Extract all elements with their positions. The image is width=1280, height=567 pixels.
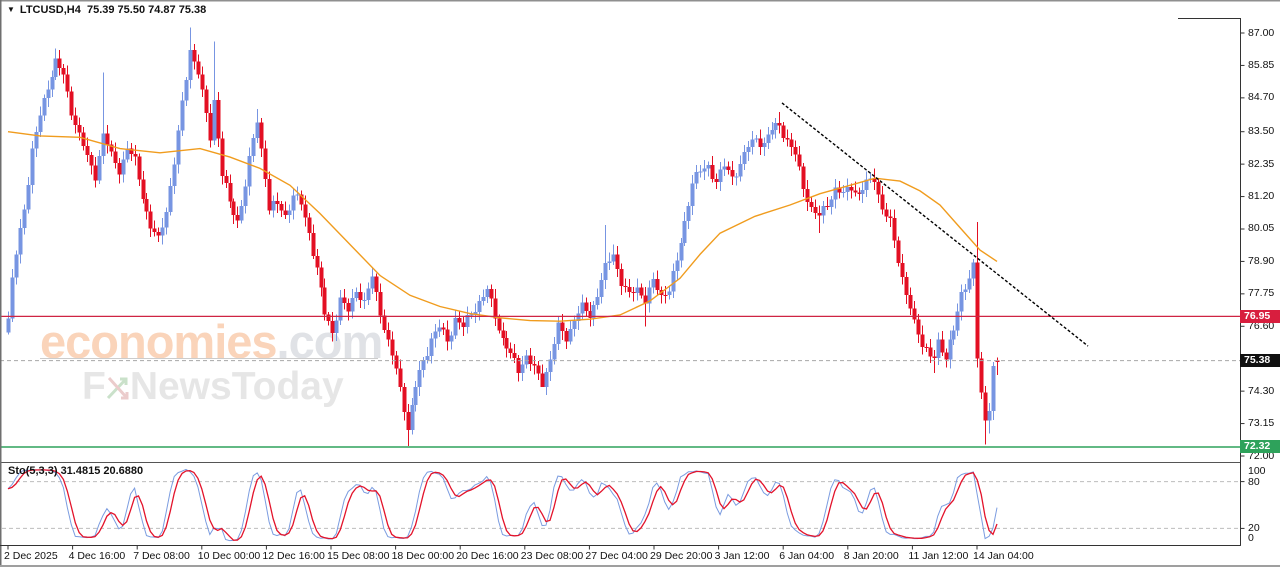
chart-title[interactable]: ▼ LTCUSD,H4 75.39 75.50 74.87 75.38 [7,4,206,16]
price-axis-label: 84.70 [1248,91,1275,104]
indicator-axis-label: 100 [1248,465,1266,477]
indicator-axis-label: 20 [1248,522,1260,535]
time-axis-label: 8 Jan 20:00 [843,550,899,562]
time-axis-label: 20 Dec 16:00 [456,550,519,562]
time-axis-label: 18 Dec 00:00 [391,550,455,562]
chevron-down-icon[interactable]: ▼ [7,5,15,14]
price-axis-label: 74.30 [1248,384,1275,397]
time-axis-label: 23 Dec 08:00 [520,550,584,562]
price-axis-label: 73.15 [1248,417,1275,430]
candles [6,27,1000,447]
time-axis-label: 29 Dec 20:00 [650,550,713,562]
price-axis-label: 77.75 [1248,287,1275,300]
price-axis-label: 85.85 [1248,58,1275,71]
time-axis-label: 3 Jan 12:00 [714,550,770,562]
price-badge: 76.95 [1240,309,1280,323]
indicator-axis-label: 0 [1248,532,1254,544]
watermark: economies.com F NewsToday [40,315,383,408]
price-axis-label: 80.05 [1248,222,1275,235]
symbol-period-label: LTCUSD,H4 [19,4,81,16]
price-axis-label: 78.90 [1248,254,1275,267]
time-axis-label: 11 Jan 12:00 [908,550,969,562]
time-axis-label: 15 Dec 08:00 [327,550,390,562]
time-axis-label: 7 Dec 08:00 [133,550,190,562]
indicator-label: Sto(5,3,3) 31.4815 20.6880 [8,465,144,477]
price-badge: 72.32 [1240,440,1280,454]
watermark-brand: economies.com [40,315,383,368]
price-axis-label: 81.20 [1248,190,1275,203]
time-axis-label: 12 Dec 16:00 [262,550,325,562]
indicator-axis-label: 80 [1248,475,1260,488]
price-axis-label: 83.50 [1248,125,1275,138]
fx-cross-icon [106,369,130,400]
price-axis-label: 82.35 [1248,157,1275,170]
time-axis-label: 10 Dec 00:00 [197,550,261,562]
time-axis-label: 14 Jan 04:00 [973,550,1034,562]
ohlc-values: 75.39 75.50 74.87 75.38 [86,4,207,16]
time-axis-label: 4 Dec 16:00 [68,550,126,562]
time-axis-label: 2 Dec 2025 [4,550,58,562]
price-axis-label: 87.00 [1248,26,1275,39]
time-axis-label: 6 Jan 04:00 [779,550,835,562]
watermark-line2: F NewsToday [82,365,344,408]
price-badge: 75.38 [1240,354,1280,368]
time-axis-label: 27 Dec 04:00 [585,550,648,562]
